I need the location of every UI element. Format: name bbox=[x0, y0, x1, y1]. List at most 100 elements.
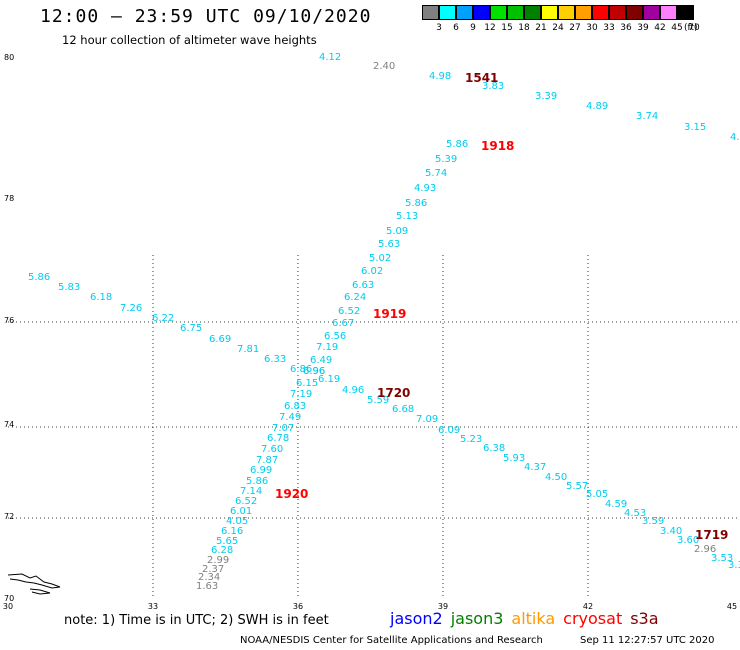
longitude-label: 45 bbox=[727, 602, 737, 611]
wave-height-value: 5.63 bbox=[378, 239, 400, 250]
wave-height-value: 5.74 bbox=[425, 168, 447, 179]
legend-swatch bbox=[558, 5, 575, 20]
wave-height-value: 7.81 bbox=[237, 344, 259, 355]
wave-height-value: 2.40 bbox=[373, 61, 395, 72]
legend-swatch bbox=[609, 5, 626, 20]
longitude-label: 36 bbox=[293, 602, 303, 611]
map-subtitle: 12 hour collection of altimeter wave hei… bbox=[62, 33, 317, 47]
wave-height-value: 7.14 bbox=[240, 486, 262, 497]
legend-swatch bbox=[524, 5, 541, 20]
legend-swatch bbox=[660, 5, 677, 20]
wave-height-value: 5.05 bbox=[586, 489, 608, 500]
wave-height-value: 5.39 bbox=[435, 154, 457, 165]
legend-swatch bbox=[507, 5, 524, 20]
wave-height-value: 6.75 bbox=[180, 323, 202, 334]
satellite-legend: jason2 jason3 altika cryosat s3a bbox=[390, 609, 667, 628]
coastline bbox=[29, 588, 51, 595]
wave-height-value: 6.78 bbox=[267, 433, 289, 444]
legend-swatch bbox=[592, 5, 609, 20]
legend-label: 9 bbox=[470, 23, 476, 33]
wave-height-value: 6.22 bbox=[152, 313, 174, 324]
wave-height-value: 6.19 bbox=[318, 374, 340, 385]
wave-height-value: 6.15 bbox=[296, 378, 318, 389]
wave-height-value: 2.99 bbox=[207, 555, 229, 566]
wave-height-value: 6.18 bbox=[90, 292, 112, 303]
wave-height-value: 6.24 bbox=[344, 292, 366, 303]
pass-time-label: 1719 bbox=[695, 528, 728, 542]
pass-time-label: 1541 bbox=[465, 71, 498, 85]
coastline bbox=[7, 573, 61, 589]
footer-timestamp: Sep 11 12:27:57 UTC 2020 bbox=[580, 635, 715, 646]
longitude-label: 33 bbox=[148, 602, 158, 611]
wave-height-value: 4.96 bbox=[342, 385, 364, 396]
legend-label: 45 bbox=[671, 23, 683, 33]
wave-height-value: 2.96 bbox=[694, 544, 716, 555]
legend-label: 33 bbox=[603, 23, 615, 33]
longitude-label: 30 bbox=[3, 602, 13, 611]
pass-time-label: 1918 bbox=[481, 139, 514, 153]
satellite-jason3: jason3 bbox=[450, 609, 504, 628]
legend-label: 24 bbox=[552, 23, 564, 33]
legend-swatch bbox=[575, 5, 592, 20]
wave-height-value: 7.07 bbox=[272, 423, 294, 434]
satellite-jason2: jason2 bbox=[390, 609, 443, 628]
wave-height-value: 6.28 bbox=[211, 545, 233, 556]
wave-height-value: 1.63 bbox=[196, 581, 218, 592]
wave-height-value: 6.02 bbox=[361, 266, 383, 277]
wave-height-value: 3.74 bbox=[636, 111, 658, 122]
wave-height-value: 6.68 bbox=[392, 404, 414, 415]
wave-height-value: 5.09 bbox=[386, 226, 408, 237]
wave-height-value: 3.39 bbox=[535, 91, 557, 102]
wave-height-value: 6.69 bbox=[209, 334, 231, 345]
pass-time-label: 1920 bbox=[275, 487, 308, 501]
legend-label: 42 bbox=[654, 23, 666, 33]
wave-height-value: 7.26 bbox=[120, 303, 142, 314]
wave-height-value: 6.63 bbox=[352, 280, 374, 291]
latitude-label: 74 bbox=[4, 420, 14, 429]
legend-label: 30 bbox=[586, 23, 598, 33]
legend-swatch bbox=[626, 5, 643, 20]
satellite-altika: altika bbox=[511, 609, 556, 628]
wave-height-value: 5.86 bbox=[405, 198, 427, 209]
wave-height-value: 6.56 bbox=[324, 331, 346, 342]
legend-swatch bbox=[473, 5, 490, 20]
wave-height-value: 6.01 bbox=[230, 506, 252, 517]
legend-swatch bbox=[456, 5, 473, 20]
wave-height-value: 4.37 bbox=[524, 462, 546, 473]
latitude-label: 78 bbox=[4, 194, 14, 203]
satellite-cryosat: cryosat bbox=[563, 609, 623, 628]
wave-height-value: 6.96 bbox=[303, 366, 325, 377]
latitude-label: 72 bbox=[4, 512, 14, 521]
pass-time-label: 1720 bbox=[377, 386, 410, 400]
legend-label: 3 bbox=[436, 23, 442, 33]
wave-height-value: 6.99 bbox=[250, 465, 272, 476]
wave-height-value: 4.05 bbox=[226, 516, 248, 527]
legend-swatch bbox=[490, 5, 507, 20]
wave-height-value: 6.67 bbox=[332, 318, 354, 329]
legend-label: 15 bbox=[501, 23, 513, 33]
latitude-label: 76 bbox=[4, 316, 14, 325]
wave-height-value: 6.52 bbox=[235, 496, 257, 507]
wave-height-value: 4. bbox=[730, 132, 740, 143]
wave-height-value: 6.33 bbox=[264, 354, 286, 365]
wave-height-value: 7.49 bbox=[279, 412, 301, 423]
wave-height-value: 5.86 bbox=[446, 139, 468, 150]
legend-swatch bbox=[439, 5, 456, 20]
wave-height-value: 5.02 bbox=[369, 253, 391, 264]
latitude-label: 70 bbox=[4, 594, 14, 603]
longitude-label: 39 bbox=[438, 602, 448, 611]
legend-swatch bbox=[677, 5, 694, 20]
wave-height-value: 6.96 bbox=[303, 366, 325, 377]
legend-label: 36 bbox=[620, 23, 632, 33]
wave-height-value: 4.59 bbox=[605, 499, 627, 510]
wave-height-value: 2.34 bbox=[198, 572, 220, 583]
legend-label: 12 bbox=[484, 23, 496, 33]
legend-label: 39 bbox=[637, 23, 649, 33]
pass-time-label: 1919 bbox=[373, 307, 406, 321]
wave-height-value: 4.53 bbox=[624, 508, 646, 519]
legend-label: 6 bbox=[453, 23, 459, 33]
legend-label: 27 bbox=[569, 23, 581, 33]
legend-swatch bbox=[643, 5, 660, 20]
wave-height-value: 3.15 bbox=[684, 122, 706, 133]
